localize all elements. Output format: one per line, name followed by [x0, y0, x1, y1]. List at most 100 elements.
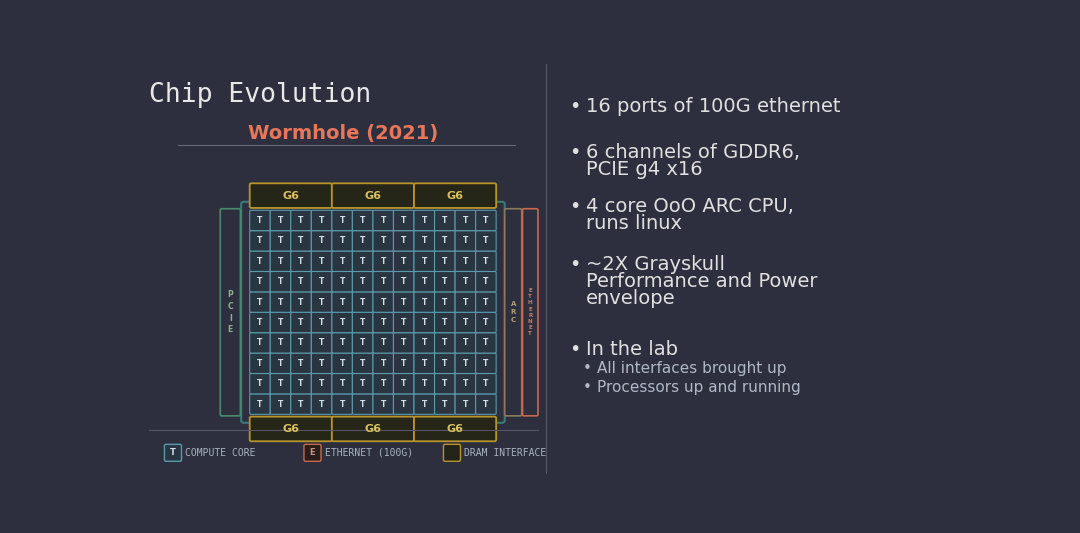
FancyBboxPatch shape — [434, 312, 455, 333]
Text: T: T — [339, 216, 345, 225]
Text: T: T — [339, 318, 345, 327]
Text: G6: G6 — [364, 424, 381, 434]
Text: T: T — [339, 338, 345, 348]
Text: •: • — [569, 255, 580, 274]
FancyBboxPatch shape — [249, 394, 270, 414]
Text: T: T — [319, 318, 324, 327]
FancyBboxPatch shape — [332, 394, 352, 414]
FancyBboxPatch shape — [523, 209, 538, 416]
FancyBboxPatch shape — [475, 251, 496, 271]
Text: T: T — [401, 297, 406, 306]
Text: •: • — [569, 97, 580, 116]
Text: PCIE g4 x16: PCIE g4 x16 — [586, 160, 703, 179]
FancyBboxPatch shape — [311, 292, 332, 312]
Text: T: T — [360, 400, 365, 409]
Text: Performance and Power: Performance and Power — [586, 272, 818, 291]
Text: T: T — [421, 236, 427, 245]
FancyBboxPatch shape — [373, 333, 393, 353]
FancyBboxPatch shape — [332, 251, 352, 271]
Text: T: T — [298, 297, 303, 306]
Text: T: T — [421, 359, 427, 368]
Text: T: T — [360, 277, 365, 286]
Text: T: T — [257, 297, 262, 306]
FancyBboxPatch shape — [455, 353, 475, 374]
FancyBboxPatch shape — [352, 210, 373, 231]
FancyBboxPatch shape — [249, 417, 332, 441]
FancyBboxPatch shape — [455, 251, 475, 271]
FancyBboxPatch shape — [220, 209, 241, 416]
Text: T: T — [257, 400, 262, 409]
FancyBboxPatch shape — [311, 231, 332, 251]
Text: T: T — [278, 297, 283, 306]
FancyBboxPatch shape — [249, 292, 270, 312]
FancyBboxPatch shape — [311, 333, 332, 353]
Text: G6: G6 — [446, 191, 463, 200]
Text: T: T — [298, 277, 303, 286]
Text: T: T — [339, 400, 345, 409]
FancyBboxPatch shape — [393, 292, 414, 312]
Text: In the lab: In the lab — [586, 340, 678, 359]
FancyBboxPatch shape — [352, 374, 373, 394]
Text: T: T — [278, 359, 283, 368]
FancyBboxPatch shape — [414, 417, 496, 441]
FancyBboxPatch shape — [455, 374, 475, 394]
FancyBboxPatch shape — [393, 251, 414, 271]
Text: T: T — [298, 338, 303, 348]
Text: T: T — [319, 277, 324, 286]
FancyBboxPatch shape — [291, 394, 311, 414]
Text: T: T — [319, 338, 324, 348]
Text: T: T — [401, 379, 406, 388]
Text: T: T — [401, 257, 406, 266]
Text: T: T — [483, 359, 488, 368]
FancyBboxPatch shape — [373, 271, 393, 292]
Text: G6: G6 — [364, 191, 381, 200]
FancyBboxPatch shape — [475, 231, 496, 251]
FancyBboxPatch shape — [373, 312, 393, 333]
Text: T: T — [380, 236, 386, 245]
Text: T: T — [257, 236, 262, 245]
Text: T: T — [483, 257, 488, 266]
FancyBboxPatch shape — [270, 312, 291, 333]
Text: E
T
H
E
R
N
E
T: E T H E R N E T — [528, 288, 532, 336]
FancyBboxPatch shape — [352, 353, 373, 374]
Text: T: T — [257, 318, 262, 327]
Text: T: T — [483, 400, 488, 409]
FancyBboxPatch shape — [332, 417, 414, 441]
FancyBboxPatch shape — [249, 210, 270, 231]
Text: T: T — [421, 216, 427, 225]
FancyBboxPatch shape — [434, 231, 455, 251]
Text: runs linux: runs linux — [586, 214, 683, 233]
Text: T: T — [442, 277, 447, 286]
Text: G6: G6 — [446, 424, 463, 434]
FancyBboxPatch shape — [393, 210, 414, 231]
Text: T: T — [319, 257, 324, 266]
FancyBboxPatch shape — [352, 292, 373, 312]
FancyBboxPatch shape — [291, 271, 311, 292]
FancyBboxPatch shape — [249, 333, 270, 353]
FancyBboxPatch shape — [373, 251, 393, 271]
Text: T: T — [360, 359, 365, 368]
FancyBboxPatch shape — [291, 251, 311, 271]
Text: •: • — [583, 379, 592, 394]
Text: T: T — [319, 236, 324, 245]
FancyBboxPatch shape — [414, 374, 434, 394]
Text: T: T — [462, 338, 468, 348]
FancyBboxPatch shape — [373, 210, 393, 231]
Text: T: T — [298, 400, 303, 409]
FancyBboxPatch shape — [455, 292, 475, 312]
Text: T: T — [257, 338, 262, 348]
Text: T: T — [278, 400, 283, 409]
Text: T: T — [360, 338, 365, 348]
FancyBboxPatch shape — [434, 394, 455, 414]
Text: T: T — [278, 379, 283, 388]
Text: T: T — [442, 400, 447, 409]
Text: T: T — [462, 400, 468, 409]
Text: T: T — [421, 318, 427, 327]
Text: T: T — [257, 277, 262, 286]
FancyBboxPatch shape — [475, 333, 496, 353]
FancyBboxPatch shape — [414, 251, 434, 271]
FancyBboxPatch shape — [475, 271, 496, 292]
Text: T: T — [360, 379, 365, 388]
Text: T: T — [298, 257, 303, 266]
Text: T: T — [442, 297, 447, 306]
